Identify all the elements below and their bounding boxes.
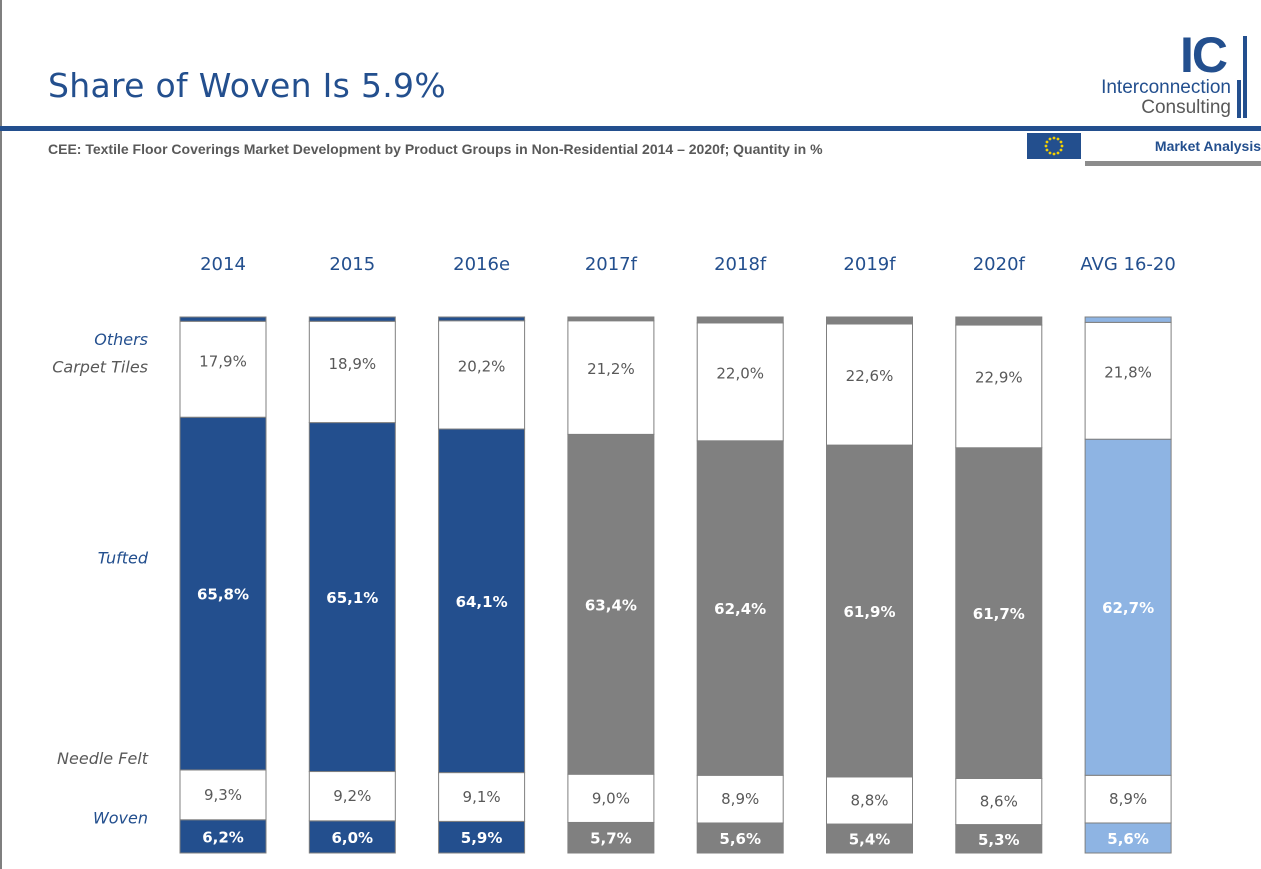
market-analysis-label: Market Analysis: [1154, 138, 1261, 154]
category-label-2019f: 2019f: [843, 254, 896, 275]
bar-others-2015: [308, 316, 396, 322]
legend-label-tufted: Tufted: [98, 549, 149, 568]
data-label-carpet-tiles-2020f: 22,9%: [975, 369, 1023, 387]
bar-woven-2018f: [696, 822, 784, 854]
bar-needle-felt-2017f: [567, 773, 655, 823]
data-label-carpet-tiles-2016e: 20,2%: [458, 358, 506, 376]
bar-others-2017f: [567, 316, 655, 322]
bar-tufted-2015: [308, 422, 396, 773]
left-edge-line: [0, 0, 2, 869]
data-label-carpet-tiles-2014: 17,9%: [199, 352, 247, 370]
data-label-tufted-2019f: 61,9%: [843, 603, 895, 621]
data-label-tufted-avg-16-20: 62,7%: [1102, 599, 1154, 617]
bar-tufted-2014: [179, 416, 267, 771]
bar-others-avg-16-20: [1084, 316, 1172, 323]
data-label-needle-felt-2015: 9,2%: [333, 787, 371, 805]
bar-woven-2015: [308, 820, 396, 854]
bar-carpet-tiles-2017f: [567, 320, 655, 435]
bar-woven-2014: [179, 819, 267, 854]
data-label-woven-2020f: 5,3%: [978, 831, 1020, 849]
data-label-needle-felt-2014: 9,3%: [204, 786, 242, 804]
data-label-woven-2015: 6,0%: [331, 829, 373, 847]
bar-woven-2017f: [567, 821, 655, 854]
data-label-tufted-2015: 65,1%: [326, 589, 378, 607]
bar-needle-felt-2015: [308, 771, 396, 822]
data-label-woven-2014: 6,2%: [202, 828, 244, 846]
legend-label-others: Others: [94, 330, 148, 349]
bar-tufted-2019f: [826, 444, 913, 778]
logo-line-2: Consulting: [1141, 97, 1231, 118]
title-divider: [0, 126, 1261, 131]
data-label-tufted-2016e: 64,1%: [456, 593, 508, 611]
legend-label-carpet-tiles: Carpet Tiles: [52, 357, 148, 376]
data-label-needle-felt-2017f: 9,0%: [592, 789, 630, 807]
data-label-needle-felt-2020f: 8,6%: [980, 793, 1018, 811]
bar-woven-avg-16-20: [1084, 822, 1172, 854]
bar-carpet-tiles-2014: [179, 320, 267, 418]
bar-needle-felt-2014: [179, 769, 267, 821]
bar-others-2020f: [955, 316, 1043, 326]
data-label-tufted-2014: 65,8%: [197, 586, 249, 604]
bar-tufted-2017f: [567, 433, 655, 775]
legend-label-needle-felt: Needle Felt: [57, 749, 149, 768]
data-label-carpet-tiles-2015: 18,9%: [328, 355, 376, 373]
bar-needle-felt-avg-16-20: [1084, 774, 1172, 824]
market-divider: [1085, 161, 1261, 166]
data-label-carpet-tiles-2017f: 21,2%: [587, 360, 635, 378]
eu-flag-icon: [1027, 133, 1081, 159]
bar-others-2016e: [438, 316, 526, 322]
bar-carpet-tiles-2020f: [955, 324, 1043, 449]
bar-woven-2016e: [438, 820, 526, 854]
bar-carpet-tiles-2016e: [438, 320, 526, 430]
category-label-2017f: 2017f: [585, 254, 638, 275]
logo-bar-short: [1237, 80, 1241, 118]
category-label-2015: 2015: [329, 254, 375, 275]
page-title: Share of Woven Is 5.9%: [48, 66, 446, 105]
category-label-2020f: 2020f: [973, 254, 1026, 275]
category-label-2014: 2014: [200, 254, 246, 275]
category-label-2016e: 2016e: [453, 254, 510, 275]
bar-others-2014: [179, 316, 267, 322]
data-label-carpet-tiles-2018f: 22,0%: [716, 364, 764, 382]
chart-subtitle: CEE: Textile Floor Coverings Market Deve…: [48, 141, 823, 157]
data-label-needle-felt-2019f: 8,8%: [850, 791, 888, 809]
data-label-woven-2018f: 5,6%: [719, 830, 761, 848]
bar-needle-felt-2016e: [438, 772, 526, 822]
bar-tufted-2016e: [438, 428, 526, 774]
bar-others-2018f: [696, 316, 784, 324]
data-label-woven-2019f: 5,4%: [849, 831, 891, 849]
data-label-woven-2017f: 5,7%: [590, 830, 632, 848]
data-label-tufted-2017f: 63,4%: [585, 596, 637, 614]
data-label-tufted-2018f: 62,4%: [714, 600, 766, 618]
bar-needle-felt-2019f: [826, 776, 913, 825]
data-label-woven-avg-16-20: 5,6%: [1107, 830, 1149, 848]
data-label-needle-felt-avg-16-20: 8,9%: [1109, 790, 1147, 808]
category-label-2018f: 2018f: [714, 254, 767, 275]
category-label-avg-16-20: AVG 16-20: [1080, 254, 1175, 275]
data-label-needle-felt-2018f: 8,9%: [721, 790, 759, 808]
data-label-tufted-2020f: 61,7%: [973, 605, 1025, 623]
bar-tufted-2020f: [955, 447, 1043, 779]
data-label-carpet-tiles-2019f: 22,6%: [846, 367, 894, 385]
legend-label-woven: Woven: [93, 808, 148, 827]
logo-line-1: Interconnection: [1101, 77, 1231, 98]
bar-tufted-avg-16-20: [1084, 438, 1172, 776]
bar-woven-2019f: [826, 823, 913, 854]
bar-carpet-tiles-2015: [308, 320, 396, 424]
data-label-needle-felt-2016e: 9,1%: [463, 788, 501, 806]
data-label-woven-2016e: 5,9%: [461, 829, 503, 847]
logo-mark: IC: [1180, 27, 1228, 83]
logo-bar-tall: [1243, 36, 1247, 118]
data-label-carpet-tiles-avg-16-20: 21,8%: [1104, 363, 1152, 381]
bar-needle-felt-2018f: [696, 774, 784, 824]
bar-others-2019f: [826, 316, 913, 325]
